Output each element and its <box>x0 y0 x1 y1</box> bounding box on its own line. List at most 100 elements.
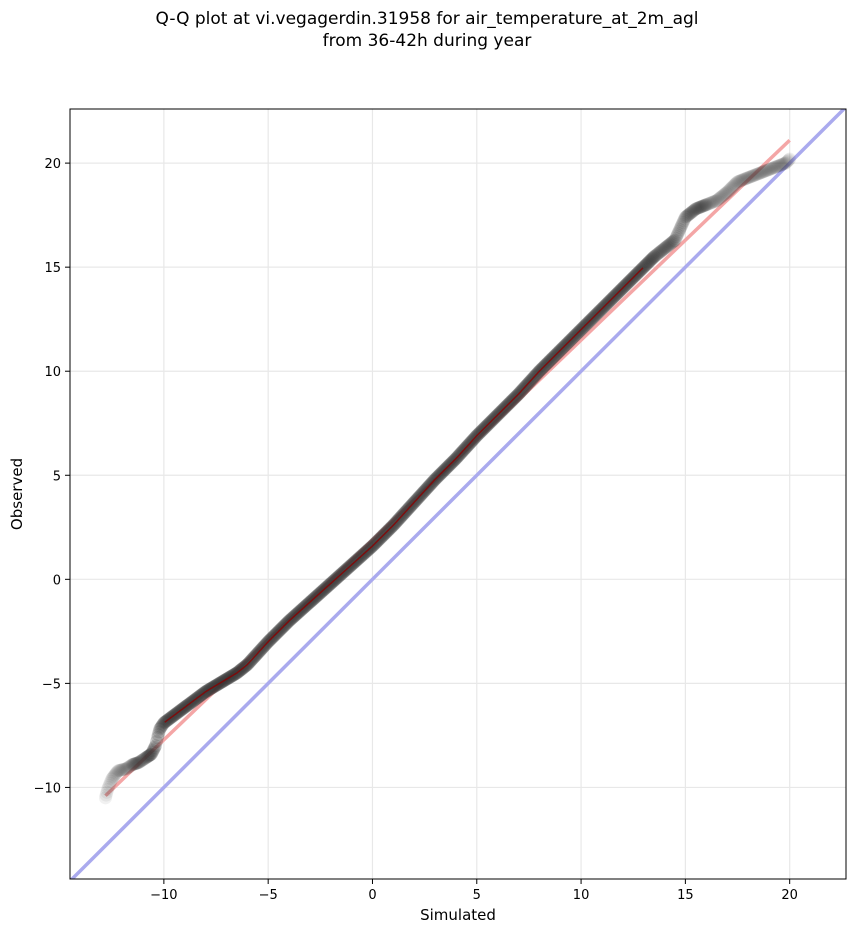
quantile-point <box>644 253 658 267</box>
quantile-point <box>779 155 793 169</box>
y-tick-label: −5 <box>42 677 61 692</box>
quantile-point <box>684 206 698 220</box>
quantile-point <box>137 752 151 766</box>
quantile-point <box>140 750 154 764</box>
quantile-point <box>110 765 124 779</box>
quantile-point <box>141 749 155 763</box>
quantile-point <box>749 168 763 182</box>
quantile-point <box>770 159 784 173</box>
quantile-point <box>144 748 158 762</box>
quantile-point <box>640 257 654 271</box>
quantile-point <box>732 174 746 188</box>
quantile-point <box>113 763 127 777</box>
quantile-point <box>138 751 152 765</box>
quantile-point <box>682 208 696 222</box>
quantile-point <box>680 209 694 223</box>
quantile-point <box>745 169 759 183</box>
quantile-point <box>654 245 668 259</box>
quantile-point <box>657 242 671 256</box>
quantile-point <box>727 179 741 193</box>
quantile-point <box>139 751 153 765</box>
quantile-point <box>659 240 673 254</box>
quantile-point <box>750 167 764 181</box>
quantile-point <box>750 167 764 181</box>
quantile-point <box>151 728 165 742</box>
quantile-point <box>718 187 732 201</box>
quantile-point <box>663 237 677 251</box>
quantile-point <box>701 197 715 211</box>
quantile-point <box>711 192 725 206</box>
quantile-point <box>146 744 160 758</box>
quantile-point <box>677 214 691 228</box>
quantile-point <box>107 769 121 783</box>
quantile-point <box>114 763 128 777</box>
quantile-point <box>649 248 663 262</box>
quantile-point <box>129 757 143 770</box>
quantile-point <box>144 747 158 761</box>
quantile-point <box>781 154 795 168</box>
quantile-point <box>730 176 744 190</box>
quantile-point <box>714 190 728 204</box>
quantile-point <box>712 192 726 206</box>
quantile-point <box>656 243 670 257</box>
quantile-point <box>696 199 710 213</box>
quantile-point <box>678 210 692 224</box>
quantile-point <box>759 164 773 178</box>
quantile-point <box>685 205 699 219</box>
quantile-point <box>98 791 112 805</box>
quantile-point <box>666 235 680 249</box>
quantile-point <box>660 240 674 254</box>
quantile-point <box>122 760 136 774</box>
quantile-point <box>674 221 688 235</box>
quantile-point <box>692 201 706 215</box>
quantile-point <box>721 184 735 198</box>
grid <box>70 109 846 879</box>
quantile-point <box>641 256 655 270</box>
quantile-point <box>738 172 752 186</box>
quantile-point <box>778 156 792 170</box>
quantile-point <box>755 165 769 179</box>
quantile-point <box>665 236 679 250</box>
quantile-point <box>101 783 115 797</box>
quantile-point <box>126 757 140 771</box>
quantile-point <box>691 201 705 215</box>
x-axis-label: Simulated <box>420 906 496 924</box>
quantile-point <box>121 761 135 775</box>
quantile-point <box>710 193 724 207</box>
quantile-point <box>698 198 712 212</box>
quantile-point <box>140 750 154 764</box>
x-tick-label: 20 <box>781 888 798 903</box>
quantile-point <box>667 234 681 248</box>
quantile-point <box>760 163 774 177</box>
quantile-point <box>759 164 773 178</box>
y-tick-label: 10 <box>44 365 61 380</box>
quantile-point <box>686 204 700 218</box>
quantile-point <box>694 200 708 214</box>
quantile-trace <box>164 267 644 723</box>
quantile-point <box>756 165 770 179</box>
x-tick-label: 5 <box>473 888 481 903</box>
quantile-point <box>695 199 709 213</box>
quantile-point <box>723 182 737 196</box>
quantile-point <box>742 170 756 184</box>
quantile-point <box>668 233 682 247</box>
quantile-point <box>678 212 692 226</box>
x-tick-label: 0 <box>368 888 376 903</box>
quantile-point <box>707 195 721 209</box>
quantile-point <box>723 183 737 197</box>
quantile-point <box>743 170 757 184</box>
quantile-point <box>767 161 781 175</box>
identity-line <box>70 109 846 879</box>
x-tick-label: −10 <box>150 888 177 903</box>
quantile-point <box>745 169 759 183</box>
x-tick-label: 10 <box>573 888 590 903</box>
quantile-point <box>771 159 785 173</box>
quantile-point <box>731 175 745 189</box>
chart-title: Q-Q plot at vi.vegagerdin.31958 for air_… <box>155 9 699 29</box>
quantile-point <box>688 203 702 217</box>
quantile-point <box>702 196 716 210</box>
quantile-point <box>658 241 672 255</box>
quantile-point <box>764 162 778 176</box>
quantile-point <box>125 758 139 772</box>
